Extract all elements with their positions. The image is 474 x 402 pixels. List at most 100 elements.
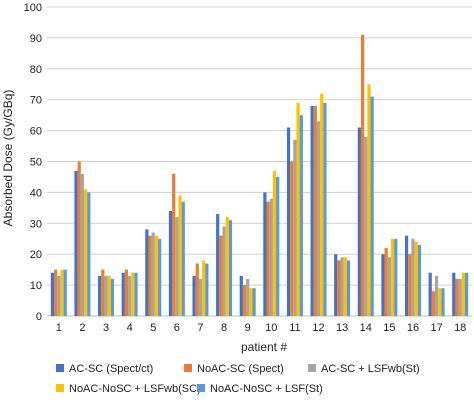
x-tick-label: 1 xyxy=(56,322,62,334)
bar-patient-18-series-3 xyxy=(458,278,462,316)
x-tick-label: 7 xyxy=(197,322,203,334)
bar-patient-4-series-1 xyxy=(121,272,125,316)
x-tick-label: 8 xyxy=(221,322,227,334)
bar-patient-11-series-1 xyxy=(286,127,291,316)
x-tick-label: 12 xyxy=(312,322,324,334)
bar-patient-17-series-2 xyxy=(431,291,435,316)
bar-patient-16-series-1 xyxy=(404,235,409,316)
bar-patient-9-series-3 xyxy=(246,278,250,316)
legend-label-1: AC-SC (Spect/ct) xyxy=(69,363,153,375)
bar-patient-12-series-2 xyxy=(313,105,317,316)
y-tick-label: 90 xyxy=(30,33,42,45)
x-tick-label: 18 xyxy=(454,322,466,334)
bar-patient-2-series-2 xyxy=(77,161,81,316)
bar-patient-14-series-1 xyxy=(357,127,361,316)
bar-patient-15-series-3 xyxy=(387,257,391,316)
bar-patient-18-series-5 xyxy=(464,272,469,316)
x-tick-label: 4 xyxy=(127,322,133,334)
bar-patient-7-series-2 xyxy=(195,263,199,316)
bar-patient-10-series-1 xyxy=(263,192,267,316)
bar-patient-17-series-5 xyxy=(441,288,445,316)
bar-patient-18-series-2 xyxy=(455,278,459,316)
y-tick-label: 20 xyxy=(30,249,42,261)
bar-patient-16-series-2 xyxy=(408,254,412,316)
bar-patient-6-series-1 xyxy=(168,210,173,316)
bar-patient-8-series-1 xyxy=(216,214,220,316)
bar-patient-1-series-5 xyxy=(63,269,67,316)
bar-patient-9-series-5 xyxy=(252,288,256,316)
legend-label-3: AC-SC + LSFwb(St) xyxy=(321,363,420,375)
bar-patient-1-series-1 xyxy=(50,272,55,316)
bar-patient-3-series-5 xyxy=(110,278,115,316)
x-tick-label: 10 xyxy=(265,322,277,334)
legend-label-2: NoAC-SC (Spect) xyxy=(197,363,284,375)
bar-patient-1-series-4 xyxy=(60,269,64,316)
bar-patient-3-series-4 xyxy=(107,275,111,316)
bar-patient-5-series-5 xyxy=(158,238,162,316)
bar-patient-11-series-3 xyxy=(293,139,297,316)
bar-patient-15-series-4 xyxy=(390,238,395,316)
bar-patient-16-series-3 xyxy=(411,238,415,316)
bar-patient-2-series-5 xyxy=(87,192,91,316)
bar-patient-6-series-5 xyxy=(181,201,185,316)
bar-patient-14-series-2 xyxy=(360,34,365,317)
bar-patient-10-series-3 xyxy=(269,198,273,316)
bar-patient-7-series-5 xyxy=(205,263,209,316)
legend-swatch-4 xyxy=(56,384,64,392)
y-tick-label: 40 xyxy=(30,187,42,199)
y-tick-label: 30 xyxy=(30,218,42,230)
x-tick-label: 13 xyxy=(336,322,348,334)
y-tick-label: 80 xyxy=(30,64,42,76)
bar-patient-3-series-1 xyxy=(98,275,102,316)
bar-patient-17-series-3 xyxy=(434,275,439,316)
y-axis-title: Absorbed Dose (Gy/GBq) xyxy=(1,90,15,227)
bar-patient-3-series-3 xyxy=(104,275,108,316)
bar-patient-13-series-1 xyxy=(334,254,338,316)
bar-patient-4-series-5 xyxy=(134,272,138,316)
bar-patient-12-series-5 xyxy=(323,102,327,316)
x-tick-label: 9 xyxy=(245,322,251,334)
bar-patient-6-series-2 xyxy=(172,173,176,316)
legend-swatch-5 xyxy=(197,384,205,392)
bar-patient-12-series-4 xyxy=(320,93,324,317)
bar-patient-13-series-5 xyxy=(346,260,351,316)
x-axis-ticks: 1 2 3 4 5 6 7 8 9 10 11 12 13 14 15 16 17 18 xyxy=(56,322,467,334)
bar-patient-12-series-1 xyxy=(310,105,314,316)
bar-patient-3-series-2 xyxy=(101,269,105,316)
bar-patient-16-series-4 xyxy=(414,241,418,316)
bar-patient-17-series-4 xyxy=(438,288,442,316)
bar-patient-6-series-4 xyxy=(178,195,182,316)
bar-patient-7-series-1 xyxy=(192,275,196,316)
x-tick-label: 11 xyxy=(289,322,300,334)
bar-patient-18-series-4 xyxy=(461,272,465,316)
bar-patient-10-series-5 xyxy=(276,176,280,316)
bar-patient-15-series-5 xyxy=(394,238,398,316)
bar-patient-9-series-1 xyxy=(239,275,243,316)
bar-patient-16-series-5 xyxy=(417,244,421,316)
bar-patient-2-series-1 xyxy=(74,170,78,316)
x-tick-label: 17 xyxy=(430,322,442,334)
bar-patient-5-series-3 xyxy=(151,232,155,316)
x-tick-label: 16 xyxy=(407,322,419,334)
legend-swatch-3 xyxy=(308,364,316,372)
bar-patient-8-series-3 xyxy=(222,226,226,316)
y-tick-label: 100 xyxy=(24,2,42,14)
bar-patient-15-series-1 xyxy=(381,254,385,316)
bar-patient-11-series-4 xyxy=(296,102,300,316)
bar-patient-2-series-4 xyxy=(84,189,88,316)
bar-patient-15-series-2 xyxy=(384,248,388,316)
bars xyxy=(50,34,469,317)
legend-swatch-1 xyxy=(56,364,64,372)
legend-swatch-2 xyxy=(184,364,192,372)
x-tick-label: 6 xyxy=(174,322,180,334)
bar-patient-8-series-4 xyxy=(225,217,229,316)
bar-patient-4-series-3 xyxy=(128,275,132,316)
bar-patient-11-series-5 xyxy=(299,115,303,317)
bar-patient-5-series-2 xyxy=(148,235,152,316)
y-axis-ticks: 0 10 20 30 40 50 60 70 80 90 100 xyxy=(24,2,42,323)
bar-patient-13-series-4 xyxy=(343,257,347,316)
bar-patient-13-series-3 xyxy=(340,257,344,316)
y-tick-label: 70 xyxy=(30,95,42,107)
x-axis-title: patient # xyxy=(241,340,287,354)
